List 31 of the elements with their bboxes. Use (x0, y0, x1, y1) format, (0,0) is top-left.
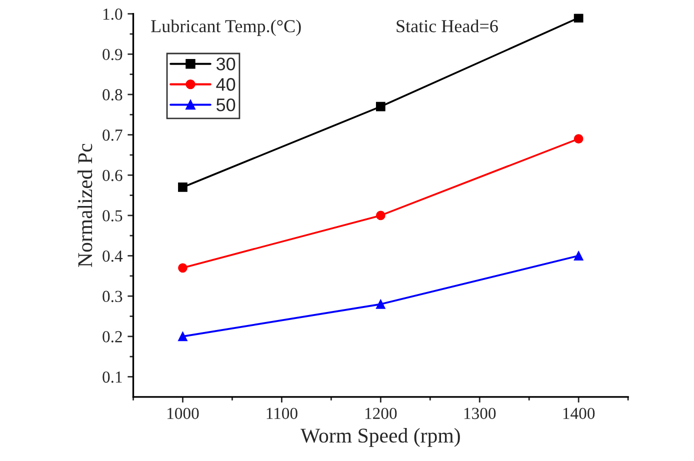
point (574, 134, 584, 144)
x-tick-label: 1100 (266, 408, 298, 420)
x-tick-label: 1400 (563, 408, 595, 420)
y-tick-label: 0.7 (102, 130, 122, 141)
y-tick-label: 0.5 (102, 210, 122, 222)
point (178, 263, 188, 273)
legend-label: 30 (216, 58, 236, 70)
point (574, 251, 584, 260)
point (574, 14, 584, 23)
x-tick-label: 1300 (464, 408, 496, 420)
y-tick-label: 0.3 (102, 290, 122, 302)
y-tick-label: 0.2 (102, 331, 122, 342)
point (376, 299, 386, 309)
point (376, 210, 386, 220)
x-tick-label: 1000 (168, 408, 199, 420)
point (178, 182, 188, 192)
y-axis-title: Normalized Pc (78, 144, 92, 267)
y-tick-label: 0.8 (102, 89, 122, 100)
annotation: Static Head=6 (396, 20, 498, 32)
legend-label: 40 (216, 78, 236, 91)
y-tick-label: 0.4 (102, 250, 123, 262)
point (178, 332, 188, 342)
x-tick-label: 1200 (365, 408, 397, 420)
legend-label: 50 (216, 98, 236, 112)
y-tick-label: 0.6 (102, 170, 122, 182)
point (376, 102, 386, 112)
y-tick-label: 0.1 (102, 371, 122, 383)
x-axis-title: Worm Speed (rpm) (300, 428, 460, 447)
y-tick-label: 1.0 (103, 8, 122, 20)
y-tick-label: 0.9 (102, 48, 122, 60)
legend-title: Lubricant Temp.(°C) (151, 20, 301, 36)
